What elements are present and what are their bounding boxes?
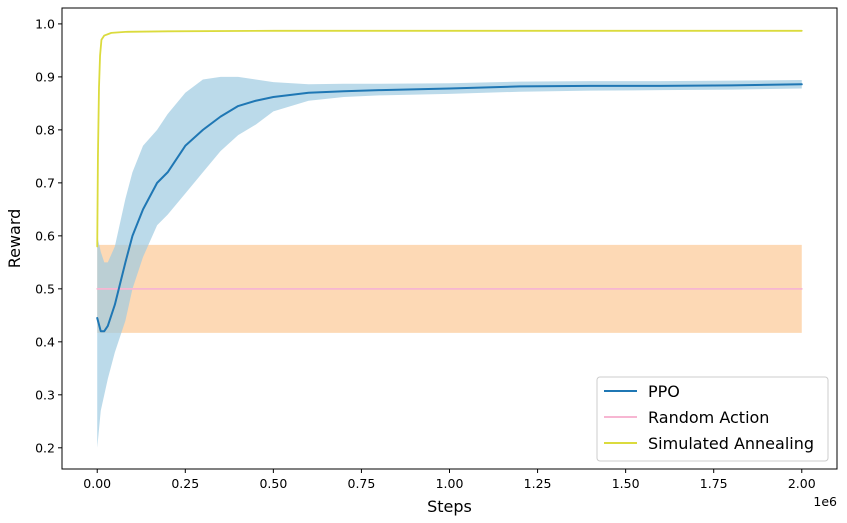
legend-label-ppo: PPO — [648, 382, 680, 401]
x-axis-ticks: 0.00 0.25 0.50 0.75 1.00 1.25 1.50 1.75 2.00 — [83, 469, 816, 491]
series-lines — [96, 29, 803, 333]
y-tick-label: 0.2 — [35, 440, 55, 455]
line-ppo — [96, 83, 803, 333]
y-tick-label: 0.8 — [35, 122, 55, 137]
y-axis-ticks: 0.2 0.3 0.4 0.5 0.6 0.7 0.8 0.9 1.0 — [35, 16, 62, 455]
x-tick-label: 1.50 — [612, 476, 640, 491]
y-tick-label: 0.3 — [35, 387, 55, 402]
y-tick-label: 0.5 — [35, 281, 55, 296]
legend: PPO Random Action Simulated Annealing — [596, 376, 829, 462]
legend-label-simulated-annealing: Simulated Annealing — [648, 434, 814, 453]
x-axis-offset-label: 1e6 — [813, 494, 837, 509]
y-tick-label: 0.4 — [35, 334, 55, 349]
x-tick-label: 0.00 — [83, 476, 111, 491]
x-tick-label: 1.00 — [436, 476, 464, 491]
x-axis-title: Steps — [427, 497, 472, 516]
y-tick-label: 0.9 — [35, 69, 55, 84]
legend-label-random-action: Random Action — [648, 408, 769, 427]
legend-box — [596, 376, 829, 462]
x-tick-label: 0.75 — [348, 476, 376, 491]
y-tick-label: 1.0 — [35, 16, 55, 31]
x-tick-label: 1.75 — [700, 476, 728, 491]
line-simulated-annealing — [96, 29, 803, 248]
y-tick-label: 0.6 — [35, 228, 55, 243]
legend-entries: PPO Random Action Simulated Annealing — [604, 382, 814, 453]
y-tick-label: 0.7 — [35, 175, 55, 190]
y-axis-title: Reward — [5, 209, 24, 269]
x-tick-label: 1.25 — [524, 476, 552, 491]
x-tick-label: 0.25 — [171, 476, 199, 491]
x-tick-label: 2.00 — [788, 476, 816, 491]
band-ppo — [97, 76, 802, 448]
x-tick-label: 0.50 — [259, 476, 287, 491]
